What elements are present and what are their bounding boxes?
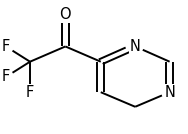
Text: N: N: [164, 85, 175, 100]
Text: F: F: [26, 85, 34, 100]
Text: F: F: [2, 69, 10, 84]
Text: N: N: [130, 39, 141, 54]
Text: F: F: [2, 39, 10, 54]
Text: O: O: [60, 7, 71, 22]
